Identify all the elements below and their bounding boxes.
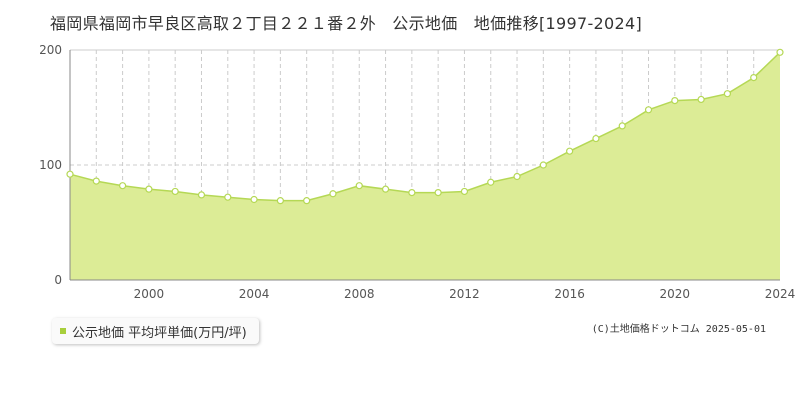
data-point-2016 (566, 147, 574, 155)
data-point-2007 (329, 190, 337, 198)
data-point-2015 (539, 161, 547, 169)
data-point-2021 (697, 95, 705, 104)
y-tick-label: 100 (39, 158, 62, 172)
legend-label: 公示地価 平均坪単価(万円/坪) (72, 325, 247, 341)
x-tick-label: 2000 (134, 287, 165, 301)
legend: 公示地価 平均坪単価(万円/坪) (52, 318, 259, 344)
data-point-2012 (460, 187, 469, 196)
y-tick-label: 200 (39, 43, 62, 57)
data-point-2013 (487, 178, 495, 186)
data-point-2005 (276, 197, 284, 205)
x-tick-label: 2016 (554, 287, 585, 301)
data-point-2020 (671, 96, 679, 105)
data-point-2004 (250, 195, 258, 204)
x-tick-label: 2024 (765, 287, 796, 301)
chart-title: 福岡県福岡市早良区高取２丁目２２１番２外 公示地価 地価推移[1997-2024… (50, 14, 642, 33)
x-tick-label: 2004 (239, 287, 270, 301)
data-point-2006 (303, 197, 311, 205)
data-point-1998 (92, 177, 100, 185)
data-point-2009 (381, 185, 390, 193)
data-point-2024 (776, 48, 784, 56)
data-point-2001 (171, 187, 179, 196)
axes (69, 50, 780, 281)
legend-marker (60, 328, 66, 334)
x-tick-label: 2012 (449, 287, 480, 301)
x-tick-label: 2020 (660, 287, 691, 301)
data-point-1997 (66, 170, 74, 178)
data-point-1999 (118, 182, 127, 190)
data-point-2019 (644, 106, 653, 114)
data-point-2008 (355, 182, 363, 190)
data-point-2014 (513, 172, 521, 181)
data-point-2023 (750, 73, 758, 82)
data-point-2022 (723, 90, 732, 98)
data-point-2003 (224, 193, 232, 201)
data-point-2000 (145, 185, 153, 193)
data-point-2010 (408, 189, 416, 197)
tick-labels: 0 100 200 2000 2004 2008 2012 2016 2020 2024 (39, 43, 795, 301)
data-point-2002 (197, 191, 206, 199)
y-tick-label: 0 (54, 273, 62, 287)
x-tick-label: 2008 (344, 287, 375, 301)
data-point-2018 (618, 122, 626, 130)
data-points (66, 48, 784, 205)
price-area (70, 52, 780, 280)
copyright: (C)土地価格ドットコム 2025-05-01 (591, 324, 766, 335)
price-line (69, 51, 781, 202)
data-point-2017 (592, 134, 600, 143)
data-point-2011 (434, 189, 442, 197)
